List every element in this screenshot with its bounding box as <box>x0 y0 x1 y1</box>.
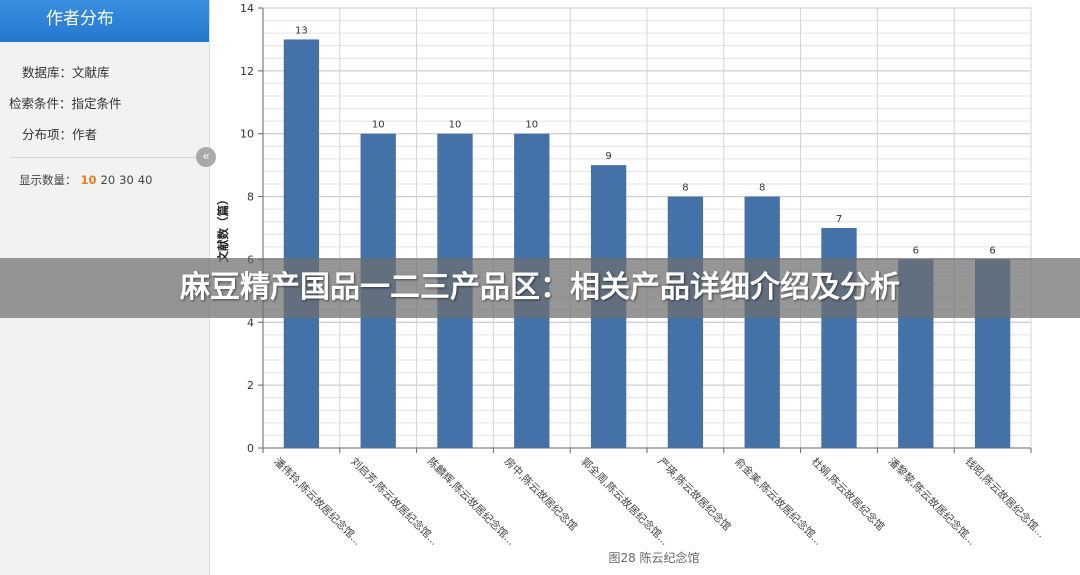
collapse-panel-icon[interactable]: « <box>196 147 216 167</box>
x-tick-label: 陈麟辉,陈云故居纪念馆... <box>425 455 518 548</box>
data-label: 10 <box>372 120 385 131</box>
x-tick-label: 钱昭,陈云故居纪念馆... <box>962 455 1047 540</box>
y-tick-label: 10 <box>240 128 254 141</box>
x-tick-label: 刘启芳,陈云故居纪念馆... <box>348 455 441 548</box>
data-label: 13 <box>295 25 308 36</box>
count-selector: 显示数量： 10 20 30 40 <box>19 172 156 188</box>
x-tick-label: 严瑛,陈云故居纪念馆 <box>655 455 733 533</box>
x-tick-label: 潘伟铃,陈云故居纪念馆... <box>271 455 364 548</box>
data-label: 7 <box>836 214 842 225</box>
chart-caption: 图28 陈云纪念馆 <box>608 550 699 565</box>
data-label: 6 <box>913 245 919 256</box>
count-label: 显示数量： <box>19 173 77 187</box>
x-tick-label: 杜娟,陈云故居纪念馆 <box>809 455 887 533</box>
count-option-30[interactable]: 30 <box>119 173 134 187</box>
data-label: 9 <box>605 151 611 162</box>
distribution-info: 分布项：作者 <box>22 127 98 142</box>
data-label: 6 <box>989 245 995 256</box>
panel-title: 作者分布 <box>0 0 209 42</box>
bar <box>744 196 780 448</box>
y-tick-label: 8 <box>247 191 254 204</box>
y-tick-label: 2 <box>247 379 254 392</box>
bar <box>667 196 704 448</box>
overlay-banner: 麻豆精产国品一二三产品区：相关产品详细介绍及分析 <box>0 258 1080 318</box>
x-tick-label: 郭全周,陈云故居纪念馆... <box>578 455 671 548</box>
y-tick-label: 14 <box>240 2 254 15</box>
data-label: 10 <box>525 120 538 131</box>
x-tick-label: 俞金美,陈云故居纪念馆... <box>732 455 825 548</box>
x-tick-label: 潘黎黎,陈云故居纪念馆... <box>886 455 979 548</box>
data-label: 8 <box>759 183 765 194</box>
count-option-10[interactable]: 10 <box>80 173 97 187</box>
count-option-40[interactable]: 40 <box>137 173 153 187</box>
y-tick-label: 0 <box>247 442 254 455</box>
data-label: 8 <box>682 183 688 194</box>
x-tick-label: 房中,陈云故居纪念馆 <box>502 455 580 533</box>
y-tick-label: 12 <box>240 65 254 78</box>
panel-divider <box>10 157 202 158</box>
bar <box>283 39 320 449</box>
count-option-20[interactable]: 20 <box>100 173 116 187</box>
y-tick-label: 4 <box>247 316 254 329</box>
data-label: 10 <box>449 120 462 131</box>
overlay-title: 麻豆精产国品一二三产品区：相关产品详细介绍及分析 <box>180 270 900 305</box>
database-info: 数据库：文献库 <box>22 65 110 80</box>
y-axis-title: 文献数（篇） <box>216 194 230 263</box>
condition-info: 检索条件：指定条件 <box>9 96 122 111</box>
